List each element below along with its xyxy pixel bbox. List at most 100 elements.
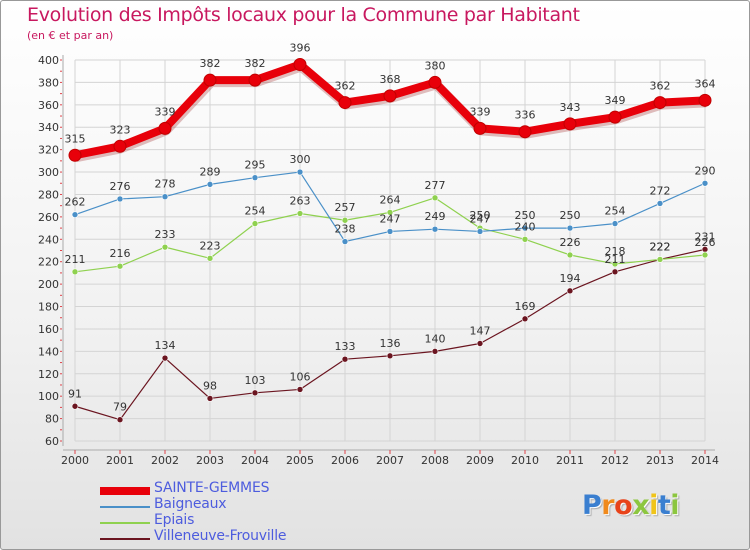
data-point-1-2011	[566, 224, 574, 232]
data-label-2-2002: 233	[155, 228, 176, 241]
data-point-2-2014	[701, 251, 709, 259]
data-point-0-2004	[248, 73, 262, 87]
data-point-1-2005	[296, 168, 304, 176]
data-point-0-2008	[428, 75, 442, 89]
legend-label-0: SAINTE-GEMMES	[154, 480, 270, 496]
data-label-0-2011: 343	[560, 101, 581, 114]
data-label-1-2001: 276	[110, 180, 131, 193]
data-label-1-2006: 238	[335, 223, 356, 236]
y-tick-label-140: 140	[38, 345, 59, 358]
chart-title: Evolution des Impôts locaux pour la Comm…	[27, 4, 580, 26]
data-label-0-2003: 382	[200, 57, 221, 70]
data-point-1-2004	[251, 174, 259, 181]
data-point-1-2010	[521, 224, 529, 232]
y-tick-label-80: 80	[45, 413, 59, 426]
data-label-0-2001: 323	[110, 123, 131, 136]
data-point-1-2003	[206, 181, 214, 188]
data-point-0-2011	[563, 117, 577, 131]
data-point-2-2005	[296, 210, 304, 217]
y-tick-label-200: 200	[38, 278, 59, 291]
data-label-0-2010: 336	[515, 109, 536, 122]
data-point-1-2002	[161, 193, 169, 201]
x-tick-label-2006: 2006	[331, 454, 359, 467]
data-point-1-2013	[656, 200, 664, 207]
data-point-3-2008	[431, 348, 439, 355]
data-label-0-2000: 315	[65, 132, 86, 145]
data-point-3-2001	[116, 416, 124, 424]
data-point-0-2005	[293, 57, 307, 71]
data-label-0-2012: 349	[605, 94, 626, 107]
x-tick-label-2011: 2011	[556, 454, 584, 467]
x-tick-label-2014: 2014	[691, 454, 719, 467]
data-label-3-2003: 98	[203, 379, 217, 392]
proxiti-logo: Proxiti	[582, 490, 680, 521]
data-point-1-2009	[476, 228, 484, 235]
data-label-1-2010: 250	[515, 209, 536, 222]
data-point-2-2011	[566, 251, 574, 259]
data-point-2-2003	[206, 255, 214, 262]
x-tick-label-2007: 2007	[376, 454, 404, 467]
data-label-2-2011: 226	[560, 236, 581, 249]
data-point-3-2006	[341, 355, 349, 363]
y-tick-label-180: 180	[38, 301, 59, 314]
x-tick-label-2008: 2008	[421, 454, 449, 467]
data-point-0-2012	[608, 110, 622, 124]
data-point-0-2006	[338, 96, 352, 110]
data-point-3-2005	[296, 386, 304, 393]
legend-swatch-0	[100, 487, 150, 495]
y-tick-label-260: 260	[38, 211, 59, 224]
x-tick-label-2003: 2003	[196, 454, 224, 467]
data-point-2-2012	[611, 260, 619, 268]
data-label-0-2009: 339	[470, 105, 491, 118]
x-tick-label-2010: 2010	[511, 454, 539, 467]
x-tick-label-2000: 2000	[61, 454, 89, 467]
data-point-1-2008	[431, 225, 439, 233]
data-point-0-2000	[68, 148, 82, 162]
data-point-3-2010	[521, 315, 529, 323]
y-tick-label-360: 360	[38, 99, 59, 112]
x-tick-label-2002: 2002	[151, 454, 179, 467]
data-label-2-2000: 211	[65, 253, 86, 266]
data-point-0-2003	[203, 73, 217, 87]
data-label-0-2004: 382	[245, 57, 266, 70]
y-tick-label-120: 120	[38, 368, 59, 381]
legend-label-3: Villeneuve-Frouville	[154, 528, 287, 544]
x-tick-label-2005: 2005	[286, 454, 314, 467]
x-tick-label-2013: 2013	[646, 454, 674, 467]
data-point-2-2008	[431, 194, 439, 202]
data-label-3-2006: 133	[335, 340, 356, 353]
y-tick-label-300: 300	[38, 166, 59, 179]
data-label-1-2004: 295	[245, 159, 266, 172]
data-label-0-2013: 362	[650, 80, 671, 93]
data-point-0-2010	[518, 125, 532, 139]
logo-letter: i	[670, 490, 680, 521]
data-label-1-2008: 249	[425, 210, 446, 223]
chart-subtitle: (en € et par an)	[27, 29, 114, 42]
data-point-3-2002	[161, 354, 169, 362]
data-label-2-2005: 263	[290, 195, 311, 208]
data-label-3-2012: 211	[605, 253, 626, 266]
data-point-1-2014	[701, 179, 709, 187]
y-tick-label-280: 280	[38, 188, 59, 201]
data-point-0-2007	[383, 89, 397, 103]
y-tick-label-100: 100	[38, 390, 59, 403]
data-point-0-2014	[698, 93, 712, 107]
data-label-0-2007: 368	[380, 73, 401, 86]
y-tick-label-400: 400	[38, 54, 59, 67]
data-point-2-2001	[116, 262, 124, 270]
data-label-1-2007: 247	[380, 212, 401, 225]
data-label-0-2002: 339	[155, 105, 176, 118]
data-label-1-2003: 289	[200, 165, 221, 178]
data-point-1-2007	[386, 228, 394, 235]
data-label-1-2014: 290	[695, 164, 716, 177]
data-label-0-2005: 396	[290, 41, 311, 54]
data-point-2-2002	[161, 243, 169, 251]
logo-letter: r	[601, 490, 615, 521]
data-point-2-2006	[341, 216, 349, 224]
legend-swatch-2	[100, 522, 150, 524]
data-point-1-2001	[116, 195, 124, 203]
data-point-1-2000	[71, 211, 79, 218]
logo-letter: x	[632, 490, 650, 521]
data-label-2-2001: 216	[110, 247, 131, 260]
